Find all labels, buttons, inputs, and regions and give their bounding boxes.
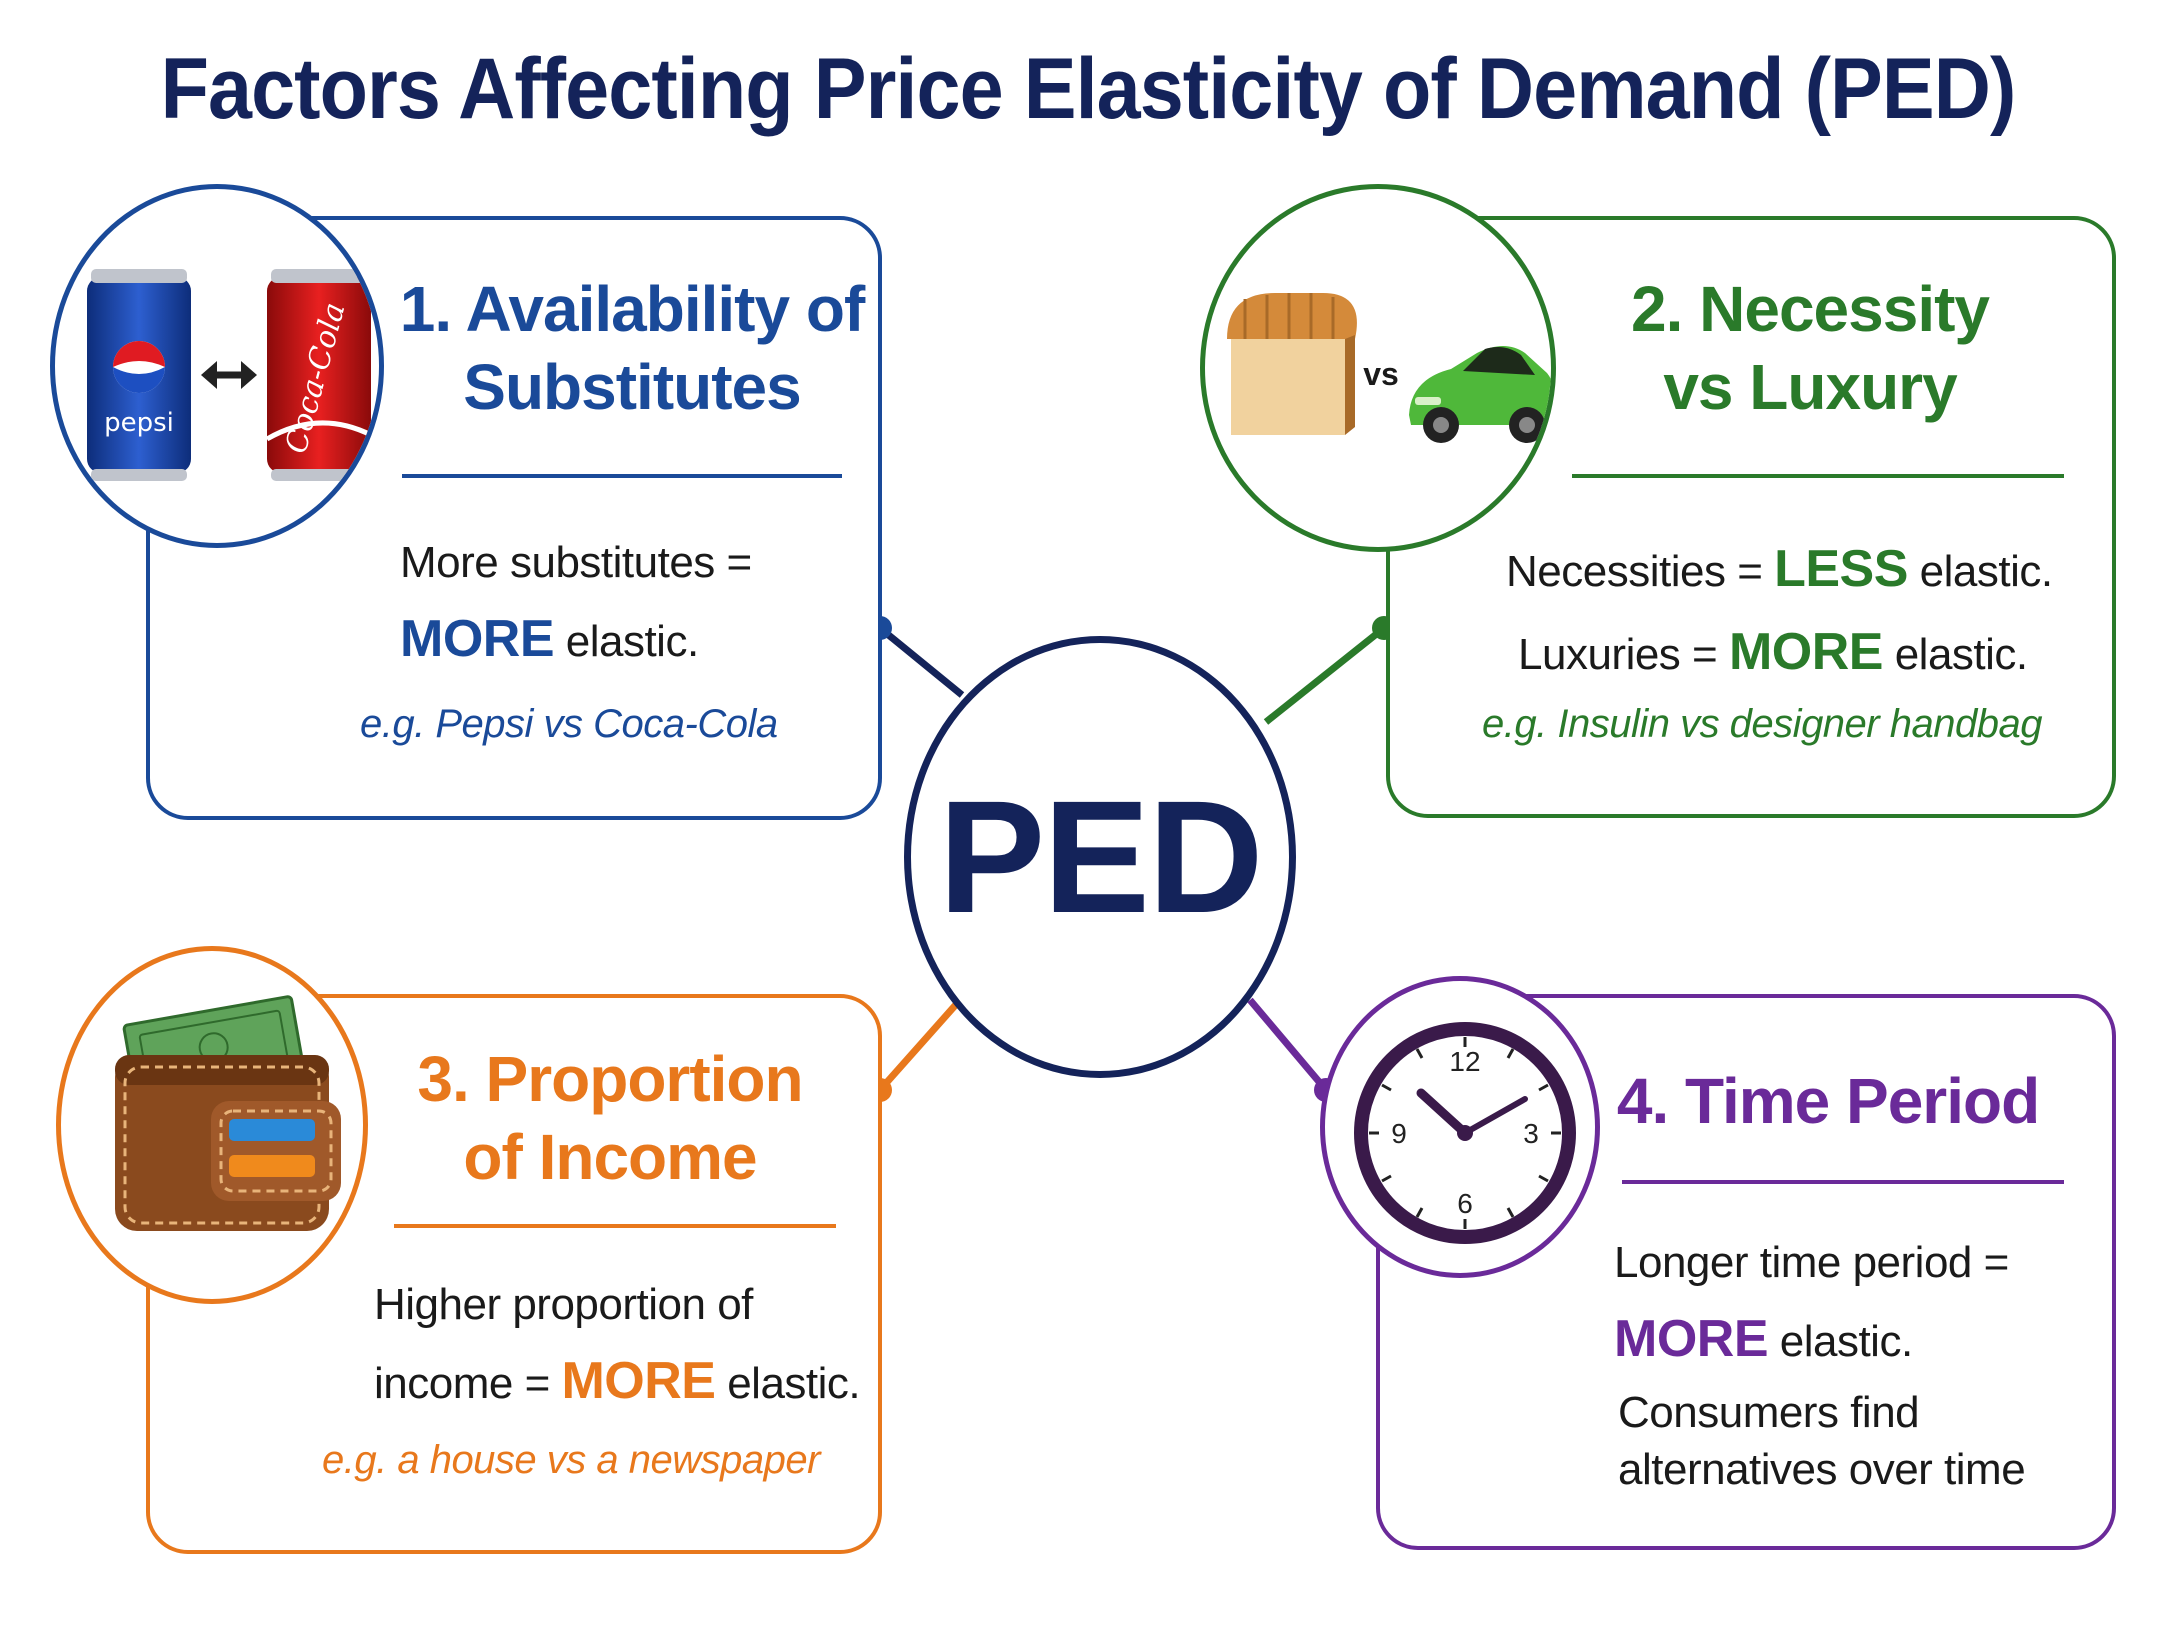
factor-3-divider (394, 1224, 836, 1228)
clock-numeral-12: 12 (1449, 1046, 1480, 1077)
factor-3-heading: 3. Proportion of Income (360, 1040, 860, 1196)
vs-label: vs (1363, 356, 1399, 392)
factor-4-heading-line1: 4. Time Period (1616, 1065, 2040, 1137)
factor-1-heading: 1. Availability of Substitutes (382, 270, 882, 426)
factor-4-note: Consumers find alternatives over time (1618, 1384, 2026, 1498)
clock-numeral-3: 3 (1523, 1118, 1539, 1149)
factor-2-heading-line2: vs Luxury (1663, 351, 1957, 424)
clock-numeral-9: 9 (1391, 1118, 1407, 1149)
income-icon-circle (56, 946, 368, 1304)
factor-4-heading: 4. Time Period (1608, 1062, 2048, 1140)
wallet-icon (115, 995, 341, 1231)
factor-1-emphasis: MORE (400, 610, 555, 669)
factor-2-line2-emphasis: MORE (1728, 623, 1884, 682)
factor-2-heading: 2. Necessity vs Luxury (1560, 270, 2060, 426)
factor-3-body: Higher proportion of income = MORE elast… (374, 1270, 861, 1424)
factor-2-line1-emphasis: LESS (1774, 540, 1908, 598)
connector-2 (1263, 625, 1387, 725)
factor-1-body: More substitutes = MORE elastic. (400, 528, 752, 682)
factor-3-example: e.g. a house vs a newspaper (322, 1438, 820, 1482)
factor-2-body: Necessities = LESS elastic. Luxuries = M… (1506, 528, 2053, 694)
cans-icon: pepsi Coca-Cola (87, 269, 373, 481)
factor-3-body-line1: Higher proportion of (374, 1280, 753, 1329)
clock-icon: 12 3 6 9 (1354, 1022, 1576, 1244)
factor-4-body-line2: elastic. (1768, 1317, 1913, 1367)
connector-1 (877, 625, 965, 698)
factor-4-body-line1: Longer time period = (1614, 1238, 2009, 1287)
factor-3-heading-line1: 3. Proportion (417, 1043, 803, 1115)
factor-2-line1-post: elastic. (1907, 547, 2053, 596)
factor-2-line2-post: elastic. (1882, 630, 2028, 680)
necessity-icon-circle: vs (1200, 184, 1556, 552)
substitutes-icon-circle: pepsi Coca-Cola (50, 184, 384, 548)
factor-4-divider (1622, 1180, 2064, 1184)
factor-4-note-line1: Consumers find (1618, 1388, 1920, 1437)
ped-hub: PED (904, 636, 1296, 1078)
factor-3-body-line2-pre: income = (374, 1359, 562, 1409)
factor-2-line2-pre: Luxuries = (1518, 630, 1729, 680)
factor-3-body-line2-post: elastic. (715, 1359, 861, 1409)
factor-1-heading-line1: 1. Availability of (399, 273, 866, 345)
bread-vs-car-icon: vs (1227, 293, 1551, 443)
factor-2-divider (1572, 474, 2064, 478)
connector-3 (877, 997, 963, 1093)
factor-2-heading-line1: 2. Necessity (1630, 273, 1990, 345)
factor-4-body: Longer time period = MORE elastic. (1614, 1228, 2009, 1382)
factor-1-heading-line2: Substitutes (463, 351, 801, 424)
factor-3-heading-line2: of Income (463, 1121, 757, 1194)
factor-1-divider (402, 474, 842, 478)
pepsi-label: pepsi (104, 408, 174, 438)
connector-4 (1247, 997, 1329, 1093)
factor-4-emphasis: MORE (1614, 1310, 1769, 1369)
page-title: Factors Affecting Price Elasticity of De… (160, 41, 2017, 137)
factor-1-body-line1: More substitutes = (400, 538, 752, 587)
time-icon-circle: 12 3 6 9 (1320, 976, 1600, 1278)
ped-hub-label: PED (938, 767, 1264, 946)
factor-1-example: e.g. Pepsi vs Coca-Cola (360, 702, 778, 746)
factor-4-note-line2: alternatives over time (1618, 1445, 2026, 1495)
factor-2-line1-pre: Necessities = (1506, 547, 1775, 596)
factor-1-body-line2: elastic. (554, 617, 699, 667)
factor-3-emphasis: MORE (561, 1352, 716, 1411)
clock-numeral-6: 6 (1457, 1188, 1473, 1219)
factor-2-example: e.g. Insulin vs designer handbag (1482, 702, 2042, 746)
